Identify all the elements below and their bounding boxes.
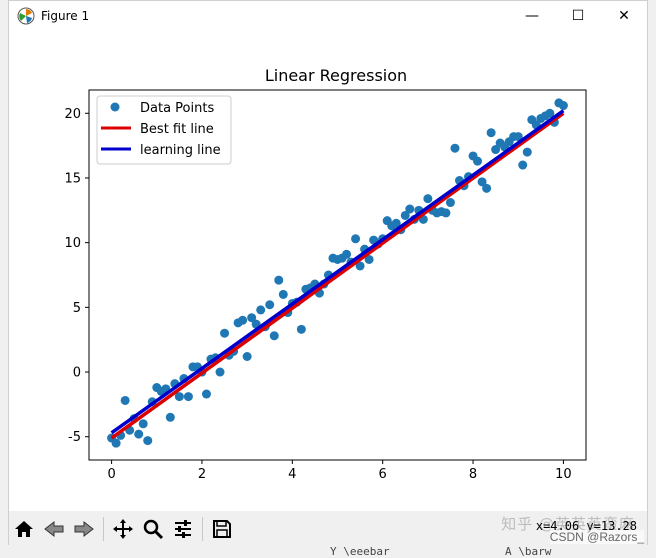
data-point bbox=[522, 147, 532, 157]
data-point bbox=[120, 395, 130, 405]
zhihu-watermark: 知乎 @英英英蛮麻 bbox=[501, 515, 635, 533]
home-button[interactable] bbox=[9, 514, 39, 544]
data-point bbox=[269, 331, 279, 341]
data-point bbox=[134, 429, 144, 439]
x-tick-label: 8 bbox=[469, 467, 477, 482]
legend-marker-points bbox=[110, 102, 120, 112]
data-point bbox=[165, 412, 175, 422]
forward-button[interactable] bbox=[69, 514, 99, 544]
forward-icon bbox=[74, 520, 94, 537]
legend: Data Points Best fit line learning line bbox=[96, 95, 232, 165]
data-point bbox=[174, 392, 184, 402]
matplotlib-app-icon bbox=[17, 7, 35, 25]
data-point bbox=[183, 392, 193, 402]
data-point bbox=[405, 204, 415, 214]
data-point bbox=[111, 438, 121, 448]
data-point bbox=[477, 177, 487, 187]
back-button[interactable] bbox=[39, 514, 69, 544]
data-point bbox=[278, 289, 288, 299]
data-point bbox=[143, 436, 153, 446]
toolbar-separator bbox=[202, 516, 203, 541]
configure-subplots-button[interactable] bbox=[168, 514, 198, 544]
data-point bbox=[513, 132, 523, 142]
save-button[interactable] bbox=[207, 514, 237, 544]
save-icon bbox=[213, 519, 231, 538]
window-title: Figure 1 bbox=[41, 9, 90, 23]
data-point bbox=[400, 210, 410, 220]
data-point bbox=[450, 143, 460, 153]
x-tick-label: 4 bbox=[288, 467, 296, 482]
y-tick-label: 20 bbox=[64, 107, 81, 122]
x-tick-label: 10 bbox=[555, 467, 572, 482]
minimize-button[interactable]: — bbox=[525, 8, 539, 24]
data-point bbox=[247, 313, 257, 323]
data-point bbox=[215, 367, 225, 377]
regression-lines bbox=[110, 109, 565, 440]
data-point bbox=[355, 261, 365, 271]
title-bar[interactable]: Figure 1 — ☐ ✕ bbox=[9, 1, 647, 31]
home-icon bbox=[15, 520, 33, 537]
data-point bbox=[518, 160, 528, 170]
y-tick-label: 0 bbox=[73, 366, 81, 381]
data-point bbox=[423, 194, 433, 204]
data-point bbox=[138, 419, 148, 429]
cursor-coordinates: x=4.06 y=13.28 bbox=[535, 519, 637, 533]
data-point bbox=[473, 156, 483, 166]
data-point bbox=[265, 300, 275, 310]
data-point bbox=[558, 101, 568, 111]
data-point bbox=[201, 389, 211, 399]
data-point bbox=[220, 328, 230, 338]
data-point bbox=[296, 324, 306, 334]
window-controls: — ☐ ✕ bbox=[509, 1, 647, 31]
background-code-text-right: A \barw bbox=[505, 545, 552, 558]
data-point bbox=[482, 183, 492, 193]
chart-title: Linear Regression bbox=[265, 66, 407, 85]
configure-subplots-icon bbox=[175, 519, 191, 538]
legend-label-points: Data Points bbox=[140, 101, 214, 116]
data-point bbox=[491, 145, 501, 155]
data-point bbox=[242, 352, 252, 362]
close-button[interactable]: ✕ bbox=[618, 8, 630, 24]
best-fit-line bbox=[110, 111, 565, 440]
y-axis: -5 0 5 10 15 20 bbox=[64, 107, 89, 445]
data-point bbox=[274, 275, 284, 285]
maximize-button[interactable]: ☐ bbox=[571, 8, 585, 24]
zoom-button[interactable] bbox=[138, 514, 168, 544]
learning-line bbox=[110, 109, 565, 435]
zoom-icon bbox=[143, 519, 164, 539]
x-axis: 0 2 4 6 8 10 bbox=[107, 460, 572, 482]
legend-label-learning: learning line bbox=[140, 143, 221, 158]
x-tick-label: 2 bbox=[198, 467, 206, 482]
toolbar-separator bbox=[103, 516, 104, 541]
data-point bbox=[342, 249, 352, 259]
data-point bbox=[364, 254, 374, 264]
data-point bbox=[351, 234, 361, 244]
y-tick-label: 10 bbox=[64, 236, 81, 251]
legend-label-best-fit: Best fit line bbox=[140, 122, 214, 137]
data-point bbox=[445, 198, 455, 208]
y-tick-label: 5 bbox=[73, 301, 81, 316]
data-point bbox=[545, 108, 555, 118]
background-code-text-left: Y \eeebar bbox=[330, 545, 390, 558]
navigation-toolbar: 知乎 @英英英蛮麻 x=4.06 y=13.28 bbox=[9, 511, 647, 546]
legend-box bbox=[96, 95, 232, 165]
data-point bbox=[441, 208, 451, 218]
y-tick-label: -5 bbox=[68, 430, 81, 445]
pan-icon bbox=[113, 518, 133, 539]
pan-button[interactable] bbox=[108, 514, 138, 544]
back-icon bbox=[44, 520, 64, 537]
y-tick-label: 15 bbox=[64, 171, 81, 186]
figure-window: Figure 1 — ☐ ✕ Linear Regression 0 2 4 6 8 10… bbox=[8, 0, 648, 546]
x-tick-label: 6 bbox=[379, 467, 387, 482]
data-point bbox=[486, 128, 496, 138]
chart-svg: Linear Regression 0 2 4 6 8 10 -5 0 5 10 15 20 Dat… bbox=[64, 66, 587, 482]
data-point bbox=[391, 218, 401, 228]
csdn-watermark: CSDN @Razors_ bbox=[549, 530, 644, 544]
plot-canvas[interactable]: Linear Regression 0 2 4 6 8 10 -5 0 5 10 15 20 Dat… bbox=[9, 31, 647, 511]
data-point bbox=[256, 305, 266, 315]
x-tick-label: 0 bbox=[107, 467, 115, 482]
data-point bbox=[238, 315, 248, 325]
